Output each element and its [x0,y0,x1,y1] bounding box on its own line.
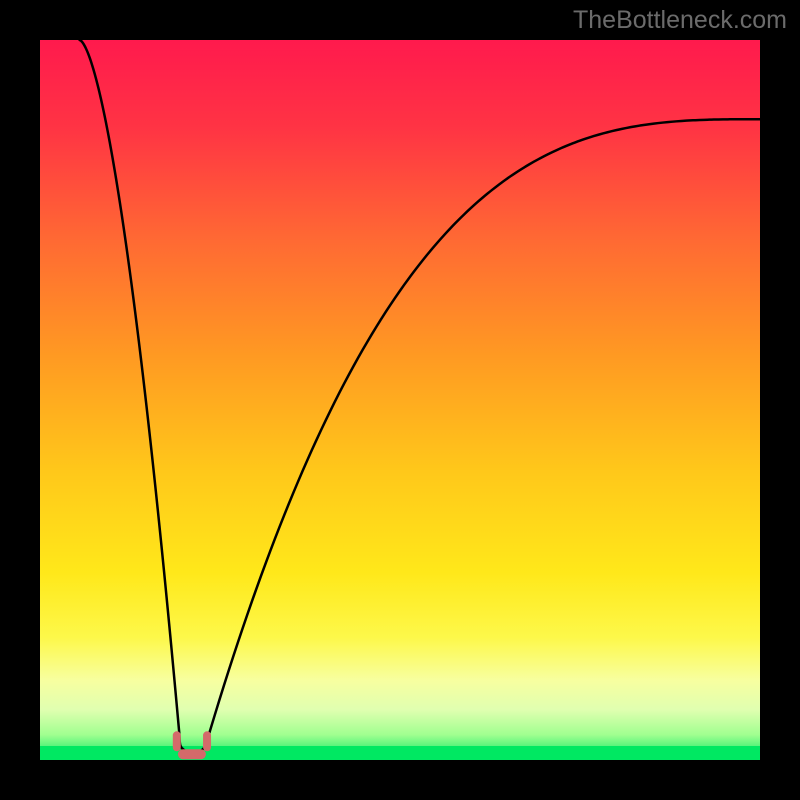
chart-stage: TheBottleneck.com [0,0,800,800]
gradient-background [40,40,760,760]
watermark-text: TheBottleneck.com [573,6,787,35]
green-bottom-strip [40,746,760,760]
